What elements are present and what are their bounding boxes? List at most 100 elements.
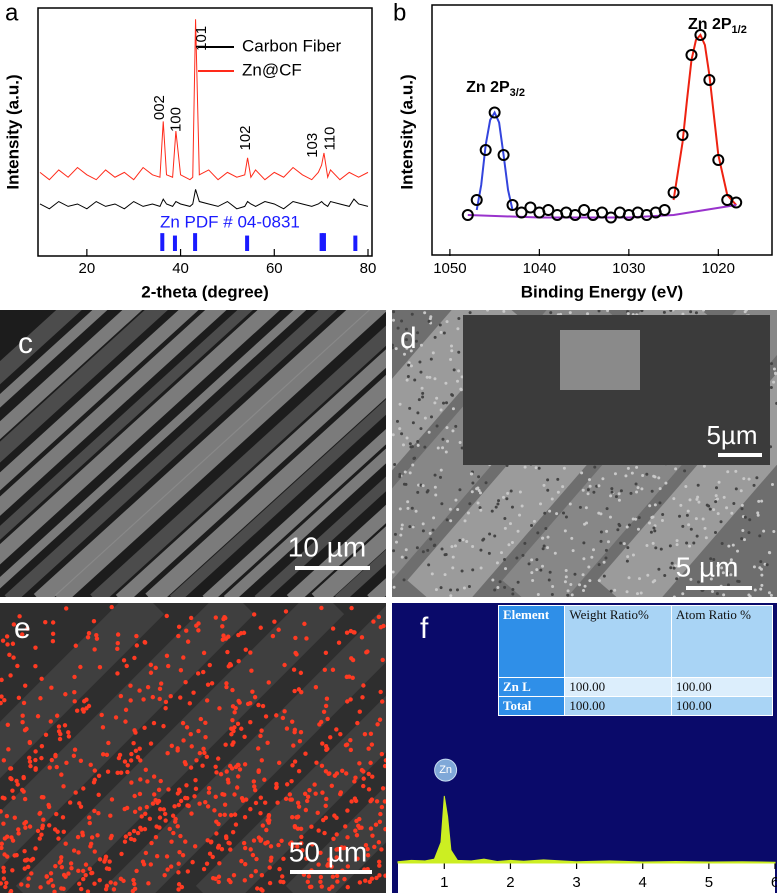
texture bbox=[471, 568, 475, 572]
element-dot bbox=[348, 737, 353, 743]
element-dot bbox=[334, 771, 340, 776]
element-dot bbox=[87, 820, 92, 826]
reference-bar bbox=[245, 235, 250, 251]
element-dot bbox=[352, 779, 357, 784]
element-dot bbox=[203, 799, 208, 805]
texture bbox=[433, 473, 437, 477]
sem-image-c bbox=[0, 310, 386, 597]
texture bbox=[400, 555, 404, 559]
texture bbox=[681, 312, 685, 316]
element-dot bbox=[59, 886, 64, 891]
th: Element bbox=[497, 605, 566, 678]
element-dot bbox=[375, 722, 380, 727]
element-dot bbox=[233, 822, 239, 827]
element-dot bbox=[41, 817, 46, 822]
element-dot bbox=[243, 647, 248, 652]
texture bbox=[392, 346, 395, 350]
element-dot bbox=[231, 872, 237, 878]
element-dot bbox=[201, 669, 206, 675]
element-dot bbox=[97, 877, 102, 883]
texture bbox=[457, 369, 461, 373]
texture bbox=[412, 457, 416, 461]
element-dot bbox=[274, 785, 279, 790]
texture bbox=[429, 537, 433, 541]
texture bbox=[689, 310, 693, 314]
texture bbox=[416, 331, 420, 335]
data-point bbox=[461, 209, 474, 221]
element-dot bbox=[197, 750, 203, 756]
texture bbox=[626, 312, 630, 316]
texture bbox=[530, 571, 534, 575]
texture bbox=[759, 587, 763, 591]
element-dot bbox=[52, 889, 57, 893]
element-dot bbox=[323, 650, 329, 655]
element-dot bbox=[15, 663, 20, 669]
texture bbox=[462, 586, 466, 590]
element-dot bbox=[365, 846, 370, 852]
texture bbox=[588, 484, 592, 488]
texture bbox=[760, 499, 764, 503]
element-dot bbox=[334, 855, 339, 860]
element-dot bbox=[258, 795, 264, 800]
element-dot bbox=[370, 833, 375, 838]
data-point bbox=[497, 149, 510, 161]
texture bbox=[443, 553, 447, 557]
texture bbox=[584, 506, 588, 510]
element-dot bbox=[103, 887, 109, 892]
element-dot bbox=[161, 723, 166, 729]
element-dot bbox=[325, 863, 330, 868]
texture bbox=[445, 518, 449, 522]
element-dot bbox=[54, 811, 59, 817]
fiber bbox=[254, 476, 386, 597]
texture bbox=[530, 558, 534, 562]
fiber bbox=[169, 399, 386, 597]
element-dot bbox=[64, 606, 69, 611]
texture bbox=[563, 529, 567, 533]
element-dot bbox=[274, 781, 279, 787]
element-dot bbox=[355, 856, 360, 861]
texture bbox=[409, 349, 413, 353]
element-dot bbox=[122, 759, 128, 764]
element-dot bbox=[14, 778, 19, 784]
element-dot bbox=[76, 868, 81, 874]
element-dot bbox=[50, 638, 56, 644]
element-dot bbox=[319, 605, 324, 611]
element-dot bbox=[4, 880, 9, 886]
element-dot bbox=[121, 878, 126, 884]
element-dot bbox=[21, 774, 26, 780]
texture bbox=[423, 311, 427, 315]
element-dot bbox=[204, 861, 210, 866]
texture bbox=[478, 491, 482, 495]
element-dot bbox=[302, 791, 308, 797]
element-dot bbox=[158, 806, 163, 812]
element-dot bbox=[92, 881, 97, 886]
texture bbox=[635, 592, 639, 596]
element-dot bbox=[157, 696, 162, 702]
texture bbox=[568, 502, 572, 506]
frame-a bbox=[37, 7, 373, 257]
texture bbox=[427, 319, 431, 323]
data-point bbox=[506, 199, 519, 211]
element-dot bbox=[262, 800, 268, 805]
element-dot bbox=[58, 731, 63, 737]
element-dot bbox=[376, 840, 382, 845]
texture bbox=[453, 544, 457, 548]
texture bbox=[588, 579, 592, 583]
texture bbox=[551, 584, 555, 588]
texture bbox=[547, 578, 551, 582]
texture bbox=[541, 536, 545, 540]
element-dot bbox=[169, 743, 175, 748]
texture bbox=[398, 427, 402, 431]
texture bbox=[432, 544, 436, 548]
texture bbox=[508, 522, 512, 526]
element-dot bbox=[25, 857, 30, 862]
texture bbox=[509, 489, 513, 493]
element-dot bbox=[128, 758, 134, 763]
texture bbox=[679, 503, 683, 507]
texture bbox=[610, 490, 614, 494]
element-dot bbox=[33, 846, 38, 851]
texture bbox=[421, 522, 425, 526]
texture bbox=[681, 592, 685, 596]
element-dot bbox=[369, 876, 375, 881]
element-dot bbox=[191, 690, 196, 695]
